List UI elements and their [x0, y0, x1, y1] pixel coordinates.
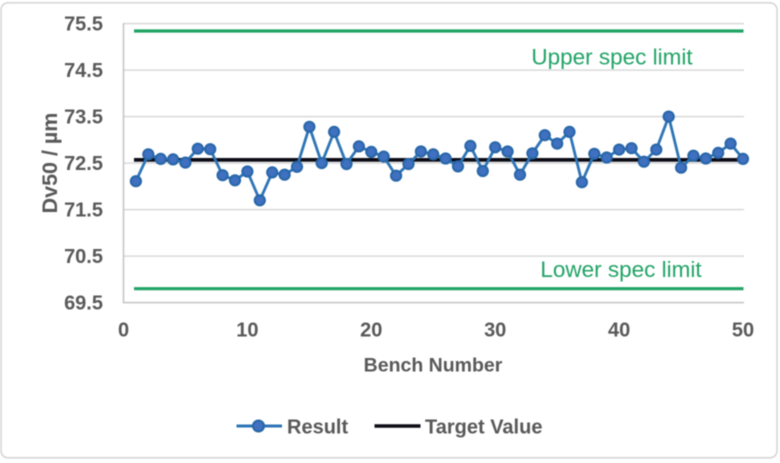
svg-text:40: 40 — [608, 320, 630, 342]
svg-text:10: 10 — [236, 320, 258, 342]
svg-text:Result: Result — [287, 417, 348, 439]
svg-text:71.5: 71.5 — [64, 200, 103, 222]
svg-text:74.5: 74.5 — [64, 60, 103, 82]
svg-text:72.5: 72.5 — [64, 153, 103, 175]
svg-text:75.5: 75.5 — [64, 14, 103, 36]
svg-text:Dv50 / µm: Dv50 / µm — [38, 113, 62, 214]
svg-text:30: 30 — [484, 320, 506, 342]
svg-text:73.5: 73.5 — [64, 107, 103, 129]
svg-text:Upper spec limit: Upper spec limit — [531, 45, 693, 70]
svg-text:50: 50 — [732, 320, 754, 342]
svg-text:Lower spec limit: Lower spec limit — [540, 257, 702, 282]
svg-text:Bench Number: Bench Number — [364, 355, 503, 377]
svg-text:20: 20 — [360, 320, 382, 342]
svg-text:Target Value: Target Value — [425, 417, 542, 439]
svg-text:69.5: 69.5 — [64, 293, 103, 315]
svg-text:0: 0 — [118, 320, 129, 342]
svg-text:70.5: 70.5 — [64, 246, 103, 268]
